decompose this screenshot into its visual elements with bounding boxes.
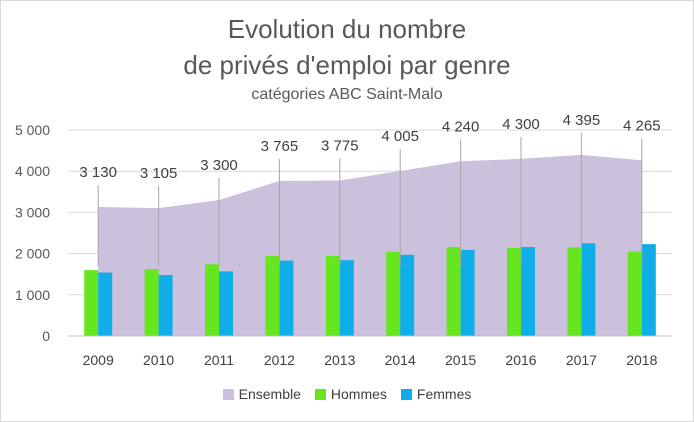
bar-hommes [507, 247, 521, 336]
bar-hommes [567, 247, 582, 336]
legend-swatch-femmes [400, 388, 412, 400]
x-tick-label: 2015 [445, 352, 476, 368]
legend: Ensemble Hommes Femmes [0, 386, 694, 402]
x-tick-label: 2010 [143, 352, 174, 368]
y-tick-label: 4 000 [15, 163, 50, 179]
bar-hommes [325, 256, 340, 336]
chart-title: Evolution du nombre [227, 14, 467, 44]
y-tick-label: 3 000 [15, 204, 50, 220]
bar-femmes [641, 244, 656, 336]
data-label: 3 105 [140, 165, 178, 182]
x-tick-label: 2011 [204, 352, 234, 368]
bar-hommes [144, 269, 159, 336]
x-tick-label: 2016 [505, 352, 536, 368]
bar-femmes [521, 247, 535, 336]
y-tick-label: 1 000 [15, 287, 50, 303]
y-tick-label: 2 000 [15, 246, 50, 262]
legend-label-hommes: Hommes [330, 386, 387, 402]
bar-hommes [627, 251, 642, 336]
data-label: 4 005 [381, 128, 419, 145]
bar-femmes [400, 254, 415, 336]
data-label: 4 395 [563, 112, 601, 129]
bar-hommes [205, 264, 219, 336]
chart-subtitle: catégories ABC Saint-Malo [251, 86, 443, 103]
legend-label-femmes: Femmes [416, 386, 472, 402]
bar-hommes [446, 247, 461, 336]
bar-femmes [158, 275, 173, 336]
area-ensemble [98, 154, 642, 336]
legend-swatch-ensemble [222, 388, 234, 400]
data-label: 4 265 [623, 117, 661, 134]
x-tick-label: 2009 [83, 352, 114, 368]
x-tick-label: 2018 [626, 352, 657, 368]
bar-femmes [219, 271, 233, 336]
data-label: 3 775 [321, 137, 359, 154]
data-label: 4 300 [502, 116, 540, 133]
x-tick-label: 2014 [385, 352, 416, 368]
legend-swatch-hommes [314, 388, 326, 400]
y-tick-label: 5 000 [15, 122, 50, 138]
chart-title-line2: de privés d'emploi par genre [183, 50, 511, 80]
bar-hommes [84, 270, 99, 336]
x-tick-label: 2017 [566, 352, 597, 368]
bar-femmes [460, 249, 475, 336]
bar-hommes [386, 251, 401, 336]
y-tick-label: 0 [42, 328, 50, 344]
x-tick-label: 2013 [324, 352, 355, 368]
bar-femmes [279, 260, 294, 336]
data-label: 3 765 [261, 138, 299, 155]
legend-item-hommes: Hommes [314, 386, 387, 402]
legend-item-femmes: Femmes [400, 386, 472, 402]
data-label: 3 300 [200, 157, 238, 174]
bar-femmes [98, 272, 113, 336]
data-label: 4 240 [442, 118, 480, 135]
bar-femmes [339, 260, 354, 336]
legend-item-ensemble: Ensemble [222, 386, 301, 402]
data-label: 3 130 [79, 164, 117, 181]
legend-label-ensemble: Ensemble [238, 386, 301, 402]
bar-femmes [581, 243, 596, 336]
bar-hommes [265, 256, 280, 336]
x-tick-label: 2012 [264, 352, 295, 368]
